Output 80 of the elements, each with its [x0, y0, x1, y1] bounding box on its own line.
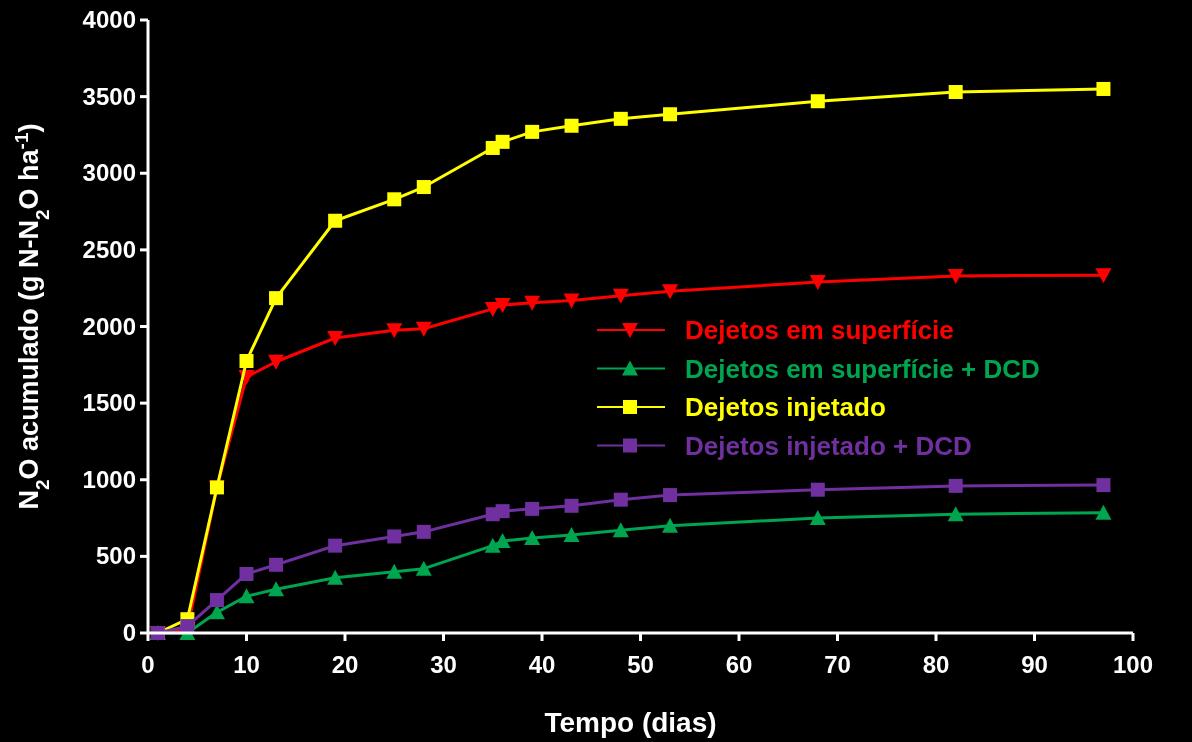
x-tick-label: 80: [922, 651, 950, 678]
point: [612, 288, 629, 304]
x-tick-label: 70: [824, 651, 851, 678]
y-tick-label: 3000: [82, 159, 136, 187]
point: [386, 563, 403, 579]
point: [1095, 268, 1112, 284]
point: [387, 192, 402, 207]
point: [662, 517, 679, 533]
point: [495, 134, 510, 149]
legend-label: Dejetos injetado: [685, 392, 886, 422]
x-axis-title: Tempo (dias): [544, 707, 717, 738]
point: [525, 501, 540, 516]
point: [484, 537, 501, 553]
point: [613, 492, 628, 507]
point: [947, 506, 964, 522]
point: [947, 268, 964, 284]
y-tick-label: 2500: [82, 235, 136, 263]
y-tick-label: 0: [122, 619, 136, 646]
point: [209, 593, 224, 608]
x-tick-label: 30: [430, 651, 457, 678]
point: [1096, 81, 1111, 96]
point: [1095, 504, 1112, 520]
legend-label: Dejetos em superfície + DCD: [685, 353, 1040, 384]
y-tick-label: 4000: [82, 6, 136, 33]
y-tick-label: 3500: [82, 82, 136, 110]
point: [387, 529, 402, 544]
point: [663, 488, 678, 503]
point: [268, 581, 285, 597]
point: [663, 107, 678, 122]
point: [525, 124, 540, 139]
point: [563, 526, 580, 542]
y-tick-label: 1500: [82, 389, 136, 417]
point: [524, 529, 541, 545]
x-tick-label: 10: [233, 651, 260, 678]
point: [386, 323, 403, 339]
point: [269, 557, 284, 572]
x-tick-label: 90: [1021, 651, 1048, 678]
point: [494, 533, 511, 549]
point: [327, 330, 344, 346]
x-tick-label: 20: [331, 651, 359, 678]
legend-label: Dejetos em superfície: [685, 315, 954, 345]
point: [239, 567, 254, 581]
point: [268, 354, 285, 370]
point: [948, 478, 963, 493]
point: [1096, 478, 1111, 493]
point: [564, 118, 579, 133]
point: [662, 284, 679, 300]
y-tick-label: 500: [95, 542, 136, 570]
x-tick-label: 50: [627, 651, 654, 678]
point: [810, 94, 825, 109]
y-tick-label: 2000: [82, 312, 136, 340]
point: [809, 510, 826, 526]
point: [524, 295, 541, 311]
legend-label: Dejetos injetado + DCD: [685, 430, 972, 461]
point: [239, 353, 254, 368]
point: [180, 619, 195, 634]
x-tick-label: 100: [1112, 651, 1154, 678]
point: [494, 298, 511, 314]
x-tick-label: 0: [141, 651, 155, 678]
x-tick-label: 60: [725, 651, 753, 678]
point: [948, 85, 963, 100]
point: [495, 504, 510, 519]
point: [484, 301, 501, 317]
point: [416, 524, 431, 539]
y-tick-label: 1000: [82, 465, 136, 493]
point: [328, 538, 343, 553]
point: [564, 498, 579, 513]
point: [613, 111, 628, 126]
point: [810, 482, 825, 497]
point: [269, 291, 284, 306]
point: [563, 293, 580, 309]
point: [809, 275, 826, 291]
point: [612, 522, 629, 538]
point: [327, 569, 344, 585]
point: [328, 213, 343, 228]
point: [415, 321, 432, 337]
point: [415, 560, 432, 576]
point: [416, 180, 431, 195]
x-tick-label: 40: [528, 651, 556, 678]
point: [238, 588, 255, 604]
